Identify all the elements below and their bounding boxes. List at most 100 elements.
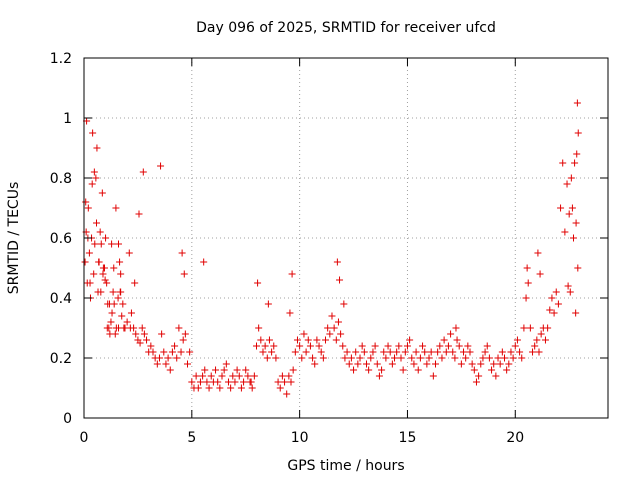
data-point [382,354,390,362]
data-point [548,294,556,302]
data-point [573,150,581,158]
data-point [541,336,549,344]
data-point [513,336,521,344]
data-point [457,360,465,368]
data-point [431,360,439,368]
data-point [166,366,174,374]
data-point [306,342,314,350]
data-point [333,258,341,266]
data-point [436,342,444,350]
data-point [481,348,489,356]
data-point [160,348,168,356]
data-point [529,348,537,356]
data-point [296,342,304,350]
data-point [227,384,235,392]
data-point [378,366,386,374]
data-point [566,288,574,296]
data-point [293,336,301,344]
data-point [261,342,269,350]
data-point [132,330,140,338]
data-point [336,276,344,284]
data-point [135,210,143,218]
data-point [452,324,460,332]
data-point [494,354,502,362]
data-point [103,279,111,287]
data-point [103,324,111,332]
data-point [270,342,278,350]
data-point [554,300,562,308]
data-point [568,204,576,212]
data-point [337,330,345,338]
data-point [200,258,208,266]
data-point [253,342,261,350]
x-tick-label: 15 [399,430,417,446]
data-point [419,342,427,350]
data-point [373,360,381,368]
data-point [544,324,552,332]
data-point [194,384,202,392]
data-point [110,264,118,272]
data-point [162,360,170,368]
data-point [317,348,325,356]
data-point [475,372,483,380]
data-point [386,348,394,356]
data-point [257,336,265,344]
data-point [574,129,582,137]
data-point [90,270,98,278]
data-point [218,372,226,380]
data-point [356,354,364,362]
data-point [352,348,360,356]
data-point [455,342,463,350]
data-point [179,336,187,344]
data-point [119,300,127,308]
data-point [281,378,289,386]
data-point [552,288,560,296]
data-point [155,354,163,362]
data-point [341,354,349,362]
data-point [123,318,131,326]
y-tick-label: 0 [63,411,72,427]
data-point [264,300,272,308]
data-point [406,336,414,344]
data-point [288,270,296,278]
points-layer [81,99,582,398]
data-point [107,318,115,326]
data-point [102,234,110,242]
data-point [569,234,577,242]
data-point [354,360,362,368]
data-point [414,366,422,374]
data-point [250,372,258,380]
data-point [114,294,122,302]
data-point [403,342,411,350]
data-point [278,372,286,380]
data-point [192,372,200,380]
y-tick-label: 0.2 [50,351,72,367]
data-point [177,348,185,356]
data-point [401,348,409,356]
data-point [96,228,104,236]
data-point [416,354,424,362]
data-point [207,372,215,380]
y-tick-label: 1 [63,111,72,127]
x-tick-label: 20 [506,430,524,446]
data-point [112,204,120,212]
data-point [224,378,232,386]
data-point [143,336,151,344]
data-point [490,360,498,368]
data-point [380,348,388,356]
data-point [240,378,248,386]
data-point [440,336,448,344]
data-point [311,360,319,368]
data-point [559,159,567,167]
data-point [485,354,493,362]
data-point [222,360,230,368]
data-point [460,348,468,356]
data-point [369,348,377,356]
data-point [470,366,478,374]
data-point [319,354,327,362]
data-point [536,270,544,278]
data-point [147,342,155,350]
data-point [434,348,442,356]
